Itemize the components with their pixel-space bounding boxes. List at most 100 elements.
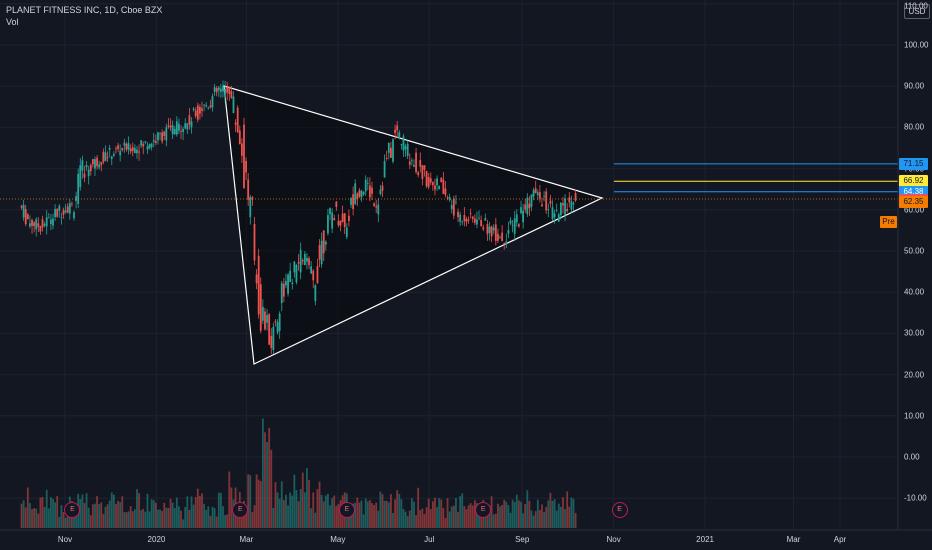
candle-body xyxy=(366,182,369,184)
volume-bar xyxy=(371,503,373,528)
volume-bar xyxy=(226,514,229,528)
candle-body xyxy=(398,132,401,139)
candle-body xyxy=(335,201,338,208)
candle-body xyxy=(219,88,222,92)
candle-body xyxy=(24,209,27,225)
volume-bar xyxy=(574,512,577,528)
price-label: 62.35 xyxy=(899,196,928,209)
candle-body xyxy=(434,185,436,190)
earnings-icon[interactable]: E xyxy=(475,502,492,518)
symbol-title[interactable]: PLANET FITNESS INC, 1D, Cboe BZX xyxy=(6,5,163,15)
candle-body xyxy=(169,125,172,128)
symmetrical-triangle-drawing[interactable] xyxy=(223,85,604,365)
candle-body xyxy=(417,172,420,176)
volume-bar xyxy=(528,500,531,528)
candle-body xyxy=(96,157,98,167)
earnings-icon[interactable]: E xyxy=(64,502,81,518)
candle-body xyxy=(478,217,480,219)
earnings-icon[interactable]: E xyxy=(232,502,249,518)
volume-bar xyxy=(228,471,231,528)
price-label: 66.92 xyxy=(899,175,928,188)
volume-bar xyxy=(559,506,562,528)
volume-bar xyxy=(182,519,185,528)
candle-body xyxy=(486,224,489,235)
volume-bar xyxy=(43,506,46,528)
candle-body xyxy=(469,212,472,214)
candle-body xyxy=(29,223,31,227)
candle-body xyxy=(121,148,124,151)
volume-bar xyxy=(532,515,535,528)
volume-bar xyxy=(39,497,42,528)
candle-body xyxy=(184,123,187,129)
volume-bar xyxy=(501,504,504,528)
candle-body xyxy=(429,178,432,183)
candle-body xyxy=(226,87,229,93)
candle-body xyxy=(484,218,487,221)
candle-body xyxy=(536,192,539,196)
volume-bar xyxy=(499,506,501,528)
candle-body xyxy=(270,335,273,348)
volume-bar xyxy=(509,512,512,528)
candle-body xyxy=(463,215,466,222)
volume-bar xyxy=(373,505,376,528)
volume-bar xyxy=(333,495,336,528)
volume-bar xyxy=(415,515,417,528)
candle-body xyxy=(381,185,384,191)
candle-body xyxy=(249,197,252,217)
volume-bar xyxy=(566,491,569,528)
volume-bar xyxy=(377,510,380,528)
earnings-icon[interactable]: E xyxy=(338,502,355,518)
candle-body xyxy=(43,223,46,226)
volume-bar xyxy=(268,427,271,528)
candle-body xyxy=(314,285,317,302)
volume-bar xyxy=(165,507,168,528)
volume-bar xyxy=(102,513,105,528)
candle-body xyxy=(385,158,388,159)
candle-body xyxy=(173,128,176,135)
volume-bar xyxy=(427,498,430,528)
currency-badge[interactable]: USD xyxy=(904,4,930,19)
volume-bar xyxy=(408,510,411,528)
volume-bar xyxy=(417,487,420,528)
volume-label[interactable]: Vol xyxy=(6,17,19,27)
volume-bar xyxy=(446,498,449,528)
earnings-icon[interactable]: E xyxy=(611,502,628,518)
candle-body xyxy=(488,226,491,233)
time-tick: Nov xyxy=(606,535,621,544)
candle-body xyxy=(343,213,346,228)
candle-body xyxy=(436,178,438,186)
volume-bar xyxy=(230,487,233,528)
volume-bar xyxy=(26,487,29,528)
volume-bar xyxy=(152,500,155,528)
volume-bar xyxy=(310,508,313,528)
volume-bar xyxy=(331,498,334,528)
candles xyxy=(20,80,577,355)
candle-body xyxy=(369,185,371,198)
volume-bar xyxy=(421,508,424,528)
volume-bar xyxy=(131,511,134,528)
price-tick: 110.00 xyxy=(904,1,928,11)
volume-bar xyxy=(159,509,161,528)
candle-body xyxy=(39,226,42,232)
candle-body xyxy=(77,173,80,204)
volume-bar xyxy=(119,502,122,528)
candle-body xyxy=(140,140,143,146)
volume-bar xyxy=(293,474,296,528)
candle-body xyxy=(106,157,109,159)
candle-body xyxy=(526,197,529,215)
volume-bar xyxy=(264,432,266,528)
candle-body xyxy=(98,164,101,168)
candle-body xyxy=(520,207,522,214)
volume-bar xyxy=(348,507,350,528)
volume-bar xyxy=(219,492,222,528)
candle-body xyxy=(423,165,426,170)
candle-body xyxy=(465,218,468,222)
volume-bar xyxy=(366,501,369,528)
volume-bar xyxy=(31,509,33,528)
volume-bar xyxy=(136,489,138,528)
volume-bar xyxy=(356,497,359,528)
candle-body xyxy=(301,260,304,262)
volume-bar xyxy=(133,509,136,528)
volume-bar xyxy=(312,492,315,528)
